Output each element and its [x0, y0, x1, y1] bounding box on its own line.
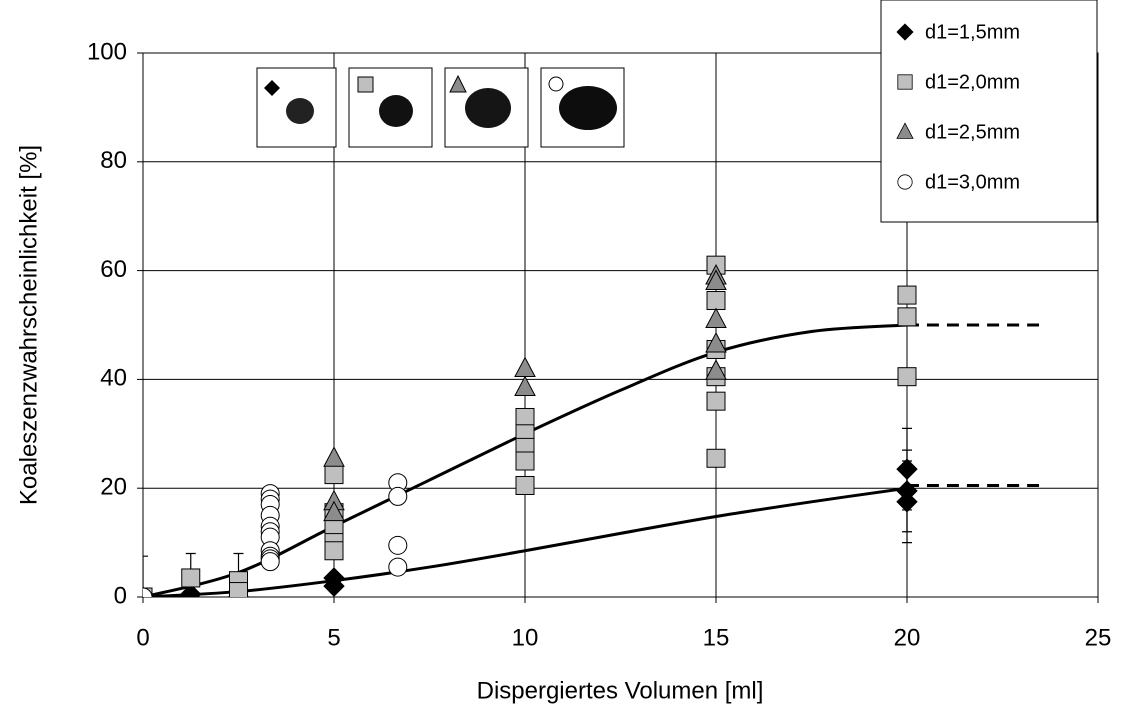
data-point	[388, 535, 408, 555]
legend: d1=1,5mm d1=2,0mm d1=2,5mm d1=3,0mm	[880, 0, 1098, 223]
inset-marker	[264, 80, 280, 96]
data-point	[515, 407, 535, 427]
data-point	[896, 458, 918, 480]
data-point	[896, 491, 918, 513]
data-point	[705, 331, 727, 353]
legend-label: d1=2,0mm	[925, 71, 1020, 93]
x-tick-label: 25	[1085, 624, 1112, 651]
legend-label: d1=3,0mm	[925, 171, 1020, 193]
data-point	[323, 500, 345, 522]
droplet	[559, 86, 617, 130]
data-point	[143, 587, 153, 597]
data-point	[706, 391, 726, 411]
data-point	[324, 541, 344, 561]
data-point	[705, 269, 727, 290]
data-point	[324, 465, 344, 485]
y-tick-label: 40	[100, 365, 127, 392]
x-tick-label: 5	[327, 624, 340, 651]
data-point	[515, 475, 535, 495]
data-point	[181, 568, 201, 588]
data-point	[897, 307, 917, 327]
error-bar	[233, 552, 244, 597]
droplet	[379, 95, 413, 127]
x-tick-label: 10	[512, 624, 539, 651]
data-point	[706, 448, 726, 468]
data-point	[260, 552, 280, 572]
data-point	[515, 451, 535, 471]
legend-marker	[896, 122, 914, 139]
inset-marker	[548, 76, 564, 92]
legend-label: d1=2,5mm	[925, 121, 1020, 143]
axes: 0 20 40 60 80 100 0 5 10 15 20 25	[87, 38, 1111, 651]
data-point	[323, 446, 345, 467]
legend-label: d1=1,5mm	[925, 21, 1020, 43]
data-point	[705, 307, 727, 329]
data-point	[706, 291, 726, 311]
fit-curve	[143, 486, 908, 597]
data-point	[705, 359, 727, 380]
data-point	[388, 486, 408, 506]
error-bar	[143, 555, 148, 597]
x-tick-label: 20	[894, 624, 921, 651]
x-tick-label: 0	[136, 624, 149, 651]
legend-marker	[897, 74, 913, 90]
data-point	[514, 356, 536, 378]
inset-marker	[357, 76, 374, 93]
droplet	[286, 98, 314, 124]
y-tick-label: 100	[87, 38, 127, 65]
plot	[143, 255, 1041, 597]
x-axis-label: Dispergiertes Volumen [ml]	[477, 677, 764, 704]
y-tick-label: 20	[100, 474, 127, 501]
data-point	[897, 367, 917, 387]
legend-marker	[897, 174, 913, 190]
legend-box	[880, 0, 1098, 223]
y-axis-label: Koaleszenzwahrscheinlichkeit [%]	[15, 145, 42, 505]
data-point	[388, 557, 408, 577]
data-point	[180, 583, 202, 597]
droplet-insets	[256, 67, 625, 148]
y-tick-label: 0	[114, 582, 127, 609]
y-tick-label: 60	[100, 256, 127, 283]
x-tick-label: 15	[703, 624, 730, 651]
inset-marker	[449, 74, 467, 93]
y-tick-label: 80	[100, 147, 127, 174]
data-point	[229, 582, 248, 597]
data-point	[897, 285, 917, 305]
data-point	[514, 375, 536, 397]
data-point	[323, 575, 345, 597]
legend-marker	[896, 23, 914, 41]
droplet	[465, 88, 511, 128]
